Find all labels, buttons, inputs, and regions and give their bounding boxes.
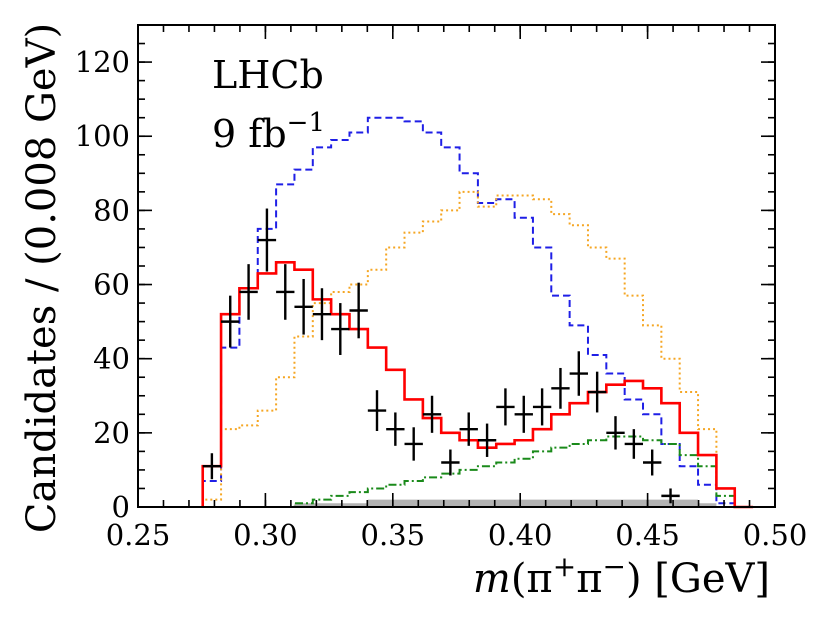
data-point [624,429,644,459]
series-dotted [201,190,754,508]
data-point [221,295,240,348]
histogram-layer [201,116,754,509]
x-tick-label: 0.30 [233,518,298,552]
y-tick-label: 120 [75,45,130,79]
data-point [294,278,313,335]
data-point [661,488,680,504]
data-point [239,264,258,320]
y-tick-label: 0 [112,490,130,524]
data-point [422,395,442,433]
data-point [331,303,350,355]
data-point [477,423,497,457]
annotation-luminosity: 9 fb−1 [212,108,325,156]
y-tick-label: 60 [93,268,130,302]
data-point [367,390,387,431]
data-point [532,388,552,426]
y-tick-label: 80 [93,193,130,227]
data-point [606,416,625,450]
data-point [643,449,662,476]
annotation-lhcb: LHCb [212,53,324,97]
data-point [587,371,607,413]
series-filled [202,499,754,507]
data-point [257,208,277,272]
data-point [276,264,295,320]
data-point [312,288,332,341]
y-axis-label: Candidates / (0.008 GeV) [19,23,65,533]
data-point [514,395,533,433]
series-dashed [201,116,754,508]
x-axis-label: m(π+π−) [GeV] [473,550,770,602]
data-points-layer [202,208,680,504]
x-tick-label: 0.35 [361,518,426,552]
y-tick-label: 40 [93,342,130,376]
data-point [386,412,405,446]
data-point [551,367,570,409]
x-tick-label: 0.25 [106,518,171,552]
x-tick-label: 0.40 [488,518,553,552]
series-solid [201,260,754,509]
series-dashdot [202,435,754,508]
data-point [404,427,423,461]
data-point [349,282,368,339]
data-point [496,388,515,426]
x-tick-label: 0.45 [615,518,680,552]
y-tick-label: 20 [93,416,130,450]
data-point [441,449,460,476]
data-point [202,453,222,480]
data-point [569,351,588,396]
x-tick-label: 0.50 [743,518,808,552]
plot-frame [137,24,776,508]
ticks-layer: 0.25 0.30 0.35 0.40 0.45 0.50 0 20 40 60 80 100 120 [75,24,808,552]
data-point [459,412,478,446]
y-tick-label: 100 [75,119,130,153]
